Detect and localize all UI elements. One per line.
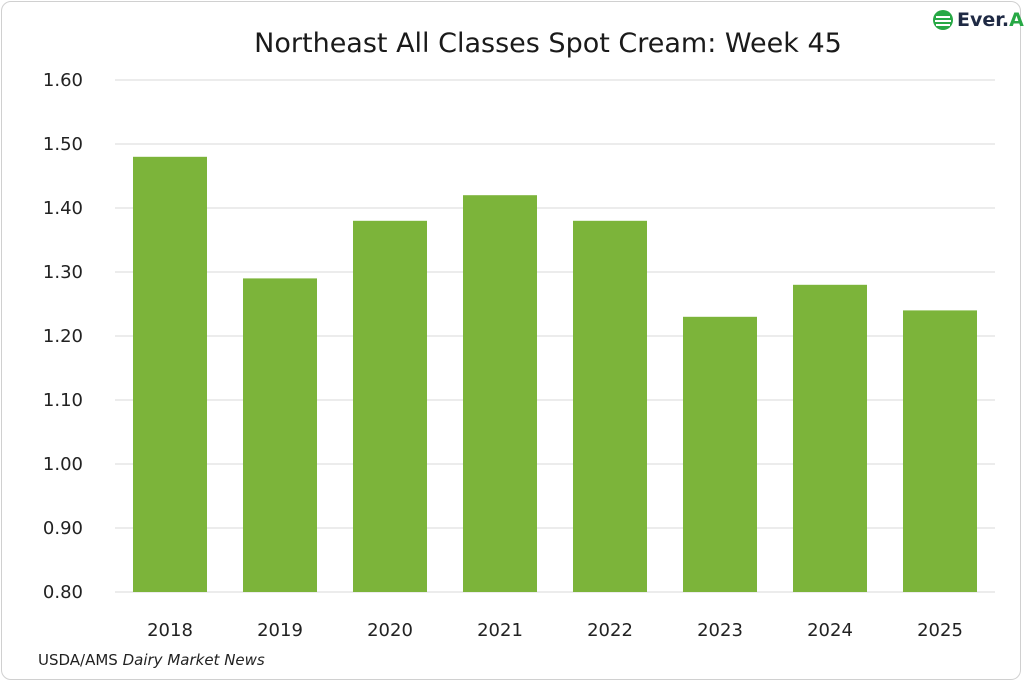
x-tick-label: 2024	[807, 620, 853, 641]
y-tick-label: 1.60	[43, 70, 83, 91]
x-tick-label: 2018	[147, 620, 193, 641]
source-italic: Dairy Market News	[122, 651, 265, 669]
ever-ag-logo: Ever.Ag	[932, 9, 1024, 31]
x-tick-label: 2019	[257, 620, 303, 641]
x-tick-label: 2023	[697, 620, 743, 641]
y-tick-label: 1.50	[43, 134, 83, 155]
bar-2023	[683, 316, 757, 592]
y-tick-label: 1.30	[43, 262, 83, 283]
y-tick-label: 1.10	[43, 390, 83, 411]
logo-text-ever: Ever.	[957, 9, 1010, 31]
bar-2021	[463, 195, 537, 592]
x-tick-label: 2021	[477, 620, 523, 641]
x-tick-label: 2025	[917, 620, 963, 641]
y-tick-label: 1.20	[43, 326, 83, 347]
logo-text-ag: Ag	[1009, 9, 1024, 31]
bar-2020	[353, 220, 427, 593]
source-note: USDA/AMS Dairy Market News	[38, 651, 265, 669]
bar-2025	[903, 310, 977, 592]
bar-2022	[573, 220, 647, 593]
bar-2018	[133, 156, 207, 593]
bar-2019	[243, 278, 317, 592]
y-tick-label: 0.80	[43, 582, 83, 603]
ever-ag-logo-icon	[933, 10, 953, 30]
y-tick-label: 1.00	[43, 454, 83, 475]
y-tick-label: 0.90	[43, 518, 83, 539]
y-tick-label: 1.40	[43, 198, 83, 219]
x-tick-label: 2020	[367, 620, 413, 641]
source-prefix: USDA/AMS	[38, 651, 123, 669]
bar-2024	[793, 284, 867, 592]
x-tick-label: 2022	[587, 620, 633, 641]
chart-title: Northeast All Classes Spot Cream: Week 4…	[254, 28, 842, 59]
